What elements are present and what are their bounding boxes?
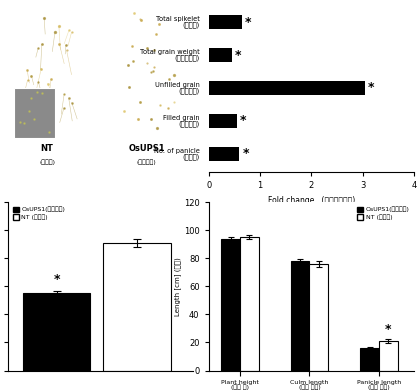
Legend: OsUPS1(돌연변이), NT (야생형): OsUPS1(돌연변이), NT (야생형) (11, 206, 66, 222)
Bar (209, 14, 242, 30)
Text: *: * (242, 147, 249, 160)
Bar (14, 138, 84, 170)
Text: OsUPS1: OsUPS1 (129, 144, 165, 153)
Bar (209, 48, 232, 62)
Text: *: * (235, 48, 241, 62)
Text: *: * (385, 323, 392, 336)
Bar (379, 341, 398, 370)
Bar (18, 9, 82, 135)
Text: (야생형): (야생형) (39, 159, 55, 165)
Text: *: * (240, 114, 247, 128)
Y-axis label: Length [cm] (길이): Length [cm] (길이) (174, 257, 181, 316)
Text: *: * (53, 273, 60, 286)
Text: *: * (245, 16, 252, 28)
Bar (309, 264, 328, 370)
Text: *: * (368, 82, 375, 94)
Bar (110, 9, 184, 135)
Bar (209, 81, 365, 96)
Bar (291, 261, 309, 370)
Legend: OsUPS1(돌연변이), NT (야생형): OsUPS1(돌연변이), NT (야생형) (356, 206, 411, 222)
X-axis label: Fold change   (상대적배율값): Fold change (상대적배율값) (268, 196, 355, 205)
Bar (106, 138, 189, 170)
Text: (돌연변이): (돌연변이) (137, 159, 157, 165)
Bar (360, 348, 379, 370)
Bar (209, 147, 240, 161)
Bar (23, 293, 90, 370)
Bar (103, 243, 171, 370)
Bar (221, 239, 240, 370)
Bar (240, 238, 259, 370)
Text: NT: NT (41, 144, 54, 153)
Bar (209, 113, 237, 128)
Bar (14, 88, 54, 138)
